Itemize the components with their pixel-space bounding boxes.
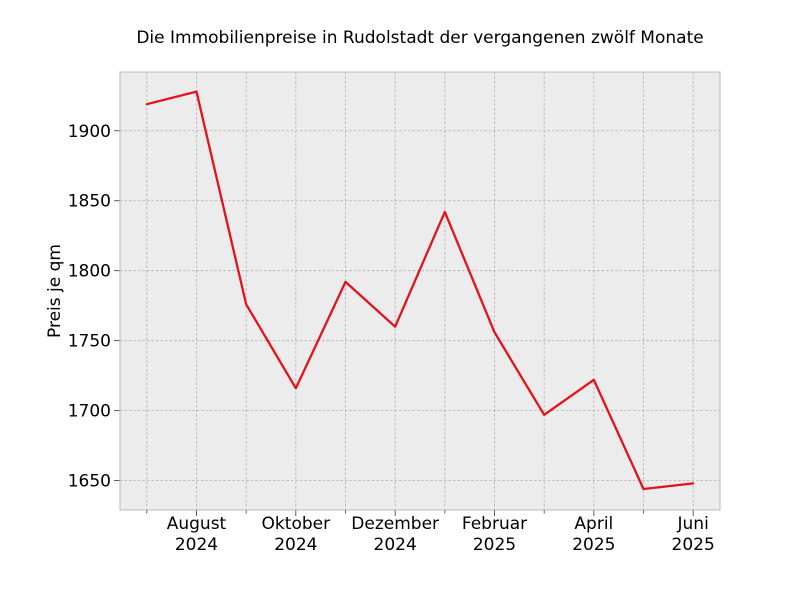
y-axis-label: Preis je qm bbox=[45, 244, 65, 338]
x-tick-label-year: 2024 bbox=[175, 535, 218, 555]
y-tick-label: 1750 bbox=[68, 332, 111, 352]
data-point bbox=[295, 387, 297, 390]
plot-frame bbox=[119, 71, 721, 511]
series-layer bbox=[145, 90, 695, 491]
data-point bbox=[344, 281, 347, 283]
y-tick-label: 1700 bbox=[68, 402, 111, 422]
x-tick-label-month: Oktober bbox=[262, 514, 331, 534]
data-point bbox=[493, 331, 496, 334]
axis-ticks bbox=[114, 130, 694, 516]
data-point bbox=[692, 482, 694, 485]
x-tick-label-year: 2025 bbox=[473, 535, 516, 555]
y-tick-label: 1800 bbox=[68, 262, 111, 282]
y-tick-labels: 1650 1700 1750 1800 1850 1900 bbox=[68, 122, 111, 492]
x-tick-labels: August2024Oktober2024Dezember2024Februar… bbox=[167, 514, 715, 555]
x-tick-label-month: Februar bbox=[462, 514, 527, 534]
data-point bbox=[593, 379, 595, 381]
y-tick-label: 1650 bbox=[68, 472, 111, 492]
data-point bbox=[245, 303, 247, 306]
x-tick-label-year: 2025 bbox=[572, 535, 615, 555]
x-tick-label-year: 2025 bbox=[672, 535, 715, 555]
x-tick-label-year: 2024 bbox=[274, 535, 317, 555]
x-tick-label-month: August bbox=[167, 514, 227, 534]
x-tick-label-month: Dezember bbox=[351, 514, 439, 534]
chart-title: Die Immobilienpreise in Rudolstadt der v… bbox=[136, 28, 703, 48]
data-point bbox=[543, 414, 545, 416]
data-point bbox=[195, 90, 198, 93]
series-line bbox=[145, 90, 695, 491]
x-tick-label-month: April bbox=[574, 514, 613, 534]
data-point bbox=[444, 211, 446, 213]
grid-lines bbox=[120, 72, 720, 510]
y-tick-label: 1850 bbox=[68, 192, 111, 212]
x-tick-label-month: Juni bbox=[677, 514, 709, 534]
plot-area bbox=[120, 72, 720, 510]
y-tick-label: 1900 bbox=[68, 122, 111, 142]
x-tick-label-year: 2024 bbox=[374, 535, 417, 555]
data-point bbox=[146, 103, 148, 105]
data-point bbox=[642, 488, 645, 490]
data-point bbox=[394, 325, 396, 328]
